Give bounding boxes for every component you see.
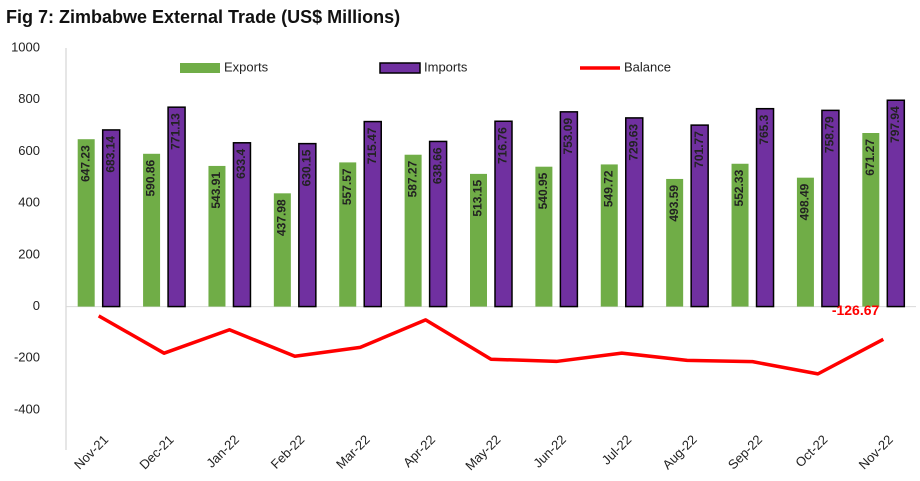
line bbox=[97, 314, 885, 376]
bar bbox=[886, 99, 906, 308]
y-tick-label: 200 bbox=[18, 246, 40, 261]
bar-label: 557.57 bbox=[340, 168, 354, 205]
bar-label: 647.23 bbox=[78, 145, 92, 182]
bar bbox=[755, 107, 775, 308]
bar-label: 771.13 bbox=[169, 113, 183, 150]
bar bbox=[666, 178, 684, 307]
legend-label: Balance bbox=[624, 59, 671, 74]
bar bbox=[363, 120, 382, 308]
bar-label: 540.95 bbox=[536, 172, 550, 209]
bar-label: 633.4 bbox=[234, 148, 248, 178]
x-tick-label: Jun-22 bbox=[530, 432, 569, 471]
bar bbox=[625, 117, 644, 308]
bar bbox=[796, 177, 814, 307]
bar bbox=[428, 140, 448, 308]
y-tick-label: 600 bbox=[18, 143, 40, 158]
x-tick-label: Nov-21 bbox=[71, 432, 111, 472]
x-tick-label: Aug-22 bbox=[659, 432, 699, 472]
bar bbox=[143, 153, 161, 307]
y-tick-label: -200 bbox=[14, 350, 40, 365]
bar bbox=[470, 173, 487, 307]
legend-label: Imports bbox=[424, 59, 468, 74]
y-tick-label: 1000 bbox=[11, 39, 40, 54]
bar-label: 549.72 bbox=[601, 170, 615, 207]
bar-label: 552.33 bbox=[732, 169, 746, 206]
bar-label: 765.3 bbox=[757, 114, 771, 144]
x-tick-label: Jan-22 bbox=[203, 432, 242, 471]
bar bbox=[862, 133, 880, 307]
bar-label: 701.77 bbox=[692, 131, 706, 168]
bar-label: 729.63 bbox=[626, 124, 640, 161]
bar bbox=[101, 129, 121, 308]
bar bbox=[494, 120, 513, 308]
y-tick-label: -400 bbox=[14, 401, 40, 416]
y-tick-label: 400 bbox=[18, 195, 40, 210]
bar bbox=[404, 154, 422, 307]
bar bbox=[208, 165, 226, 307]
bar bbox=[535, 166, 553, 307]
x-tick-label: Dec-21 bbox=[136, 432, 176, 472]
x-tick-label: Sep-22 bbox=[725, 432, 765, 472]
bar-label: 630.15 bbox=[300, 149, 314, 186]
x-tick-label: Mar-22 bbox=[333, 432, 373, 472]
bar-label: 437.98 bbox=[275, 199, 289, 236]
bar bbox=[273, 193, 291, 307]
bar-label: 715.47 bbox=[365, 127, 379, 164]
bar-label: 683.14 bbox=[103, 136, 117, 173]
bar bbox=[559, 111, 579, 308]
bar-label: 716.76 bbox=[496, 127, 510, 164]
bar bbox=[339, 162, 357, 307]
bar bbox=[821, 109, 840, 308]
bar bbox=[731, 163, 749, 307]
bar-label: 493.59 bbox=[667, 185, 681, 222]
bar-label: 543.91 bbox=[209, 172, 223, 209]
y-tick-label: 0 bbox=[33, 298, 40, 313]
bar-label: 638.66 bbox=[430, 147, 444, 184]
bar bbox=[600, 164, 618, 307]
legend-label: Exports bbox=[224, 59, 269, 74]
chart-title: Fig 7: Zimbabwe External Trade (US$ Mill… bbox=[6, 7, 400, 27]
bar bbox=[298, 142, 317, 308]
bar-label: 671.27 bbox=[863, 139, 877, 176]
bar-label: 590.86 bbox=[144, 159, 158, 196]
bar-label: 498.49 bbox=[798, 183, 812, 220]
bar-label: 513.15 bbox=[471, 180, 485, 217]
bar bbox=[232, 142, 252, 308]
legend-swatch bbox=[379, 62, 421, 74]
bar bbox=[690, 124, 709, 308]
bar-label: 753.09 bbox=[561, 118, 575, 155]
x-tick-label: Nov-22 bbox=[856, 432, 896, 472]
x-tick-label: Feb-22 bbox=[268, 432, 308, 472]
bar-label: 797.94 bbox=[888, 106, 902, 143]
x-tick-label: Apr-22 bbox=[400, 432, 438, 470]
bar bbox=[77, 139, 95, 307]
x-tick-label: Jul-22 bbox=[599, 432, 635, 468]
bar-label: 587.27 bbox=[405, 160, 419, 197]
legend-swatch bbox=[180, 63, 220, 73]
bar bbox=[167, 106, 186, 308]
x-tick-label: Oct-22 bbox=[792, 432, 830, 470]
x-tick-label: May-22 bbox=[462, 432, 503, 473]
bar-label: 758.79 bbox=[823, 116, 837, 153]
y-tick-label: 800 bbox=[18, 91, 40, 106]
data-label: -126.67 bbox=[832, 302, 880, 318]
